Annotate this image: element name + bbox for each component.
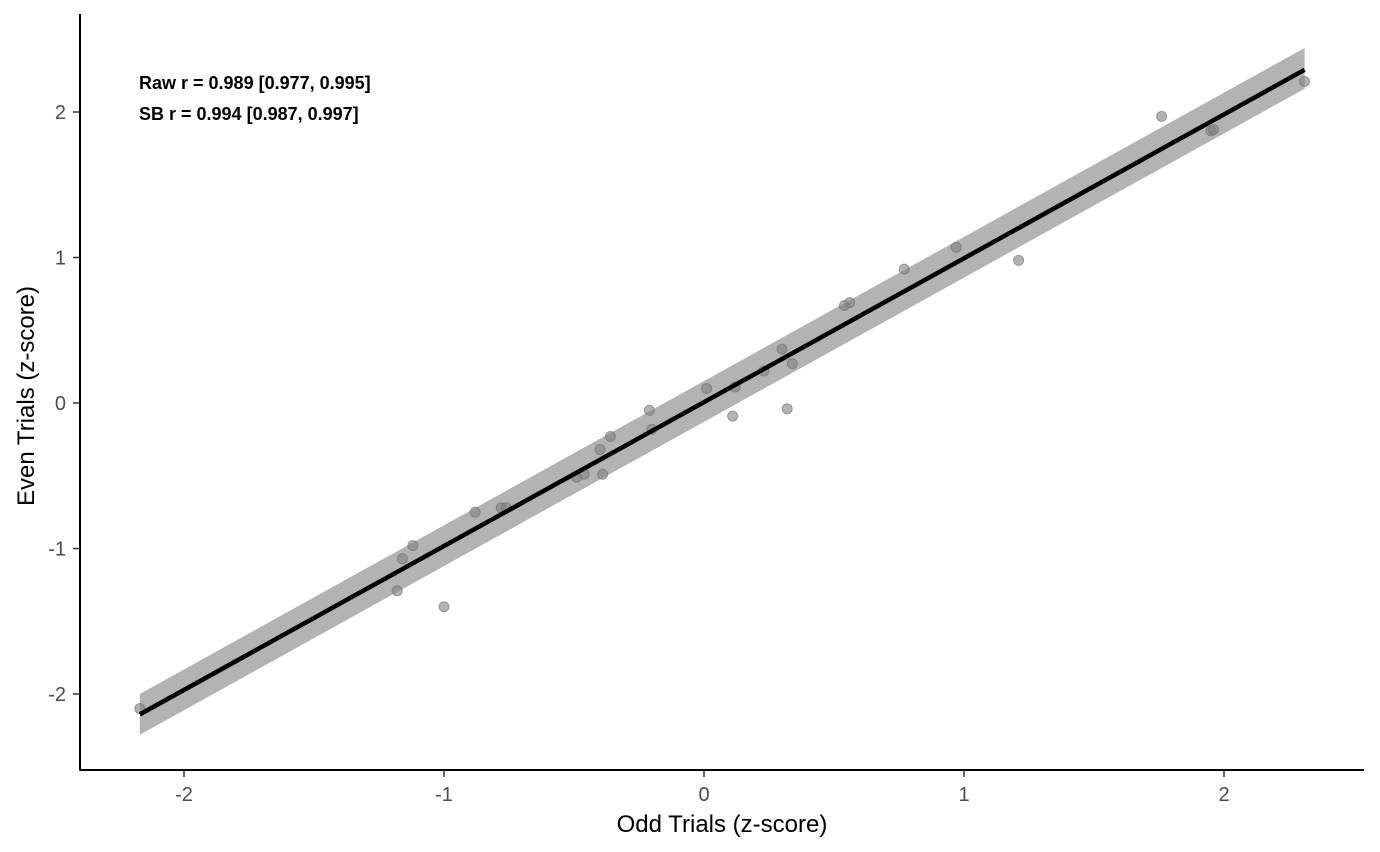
- data-point: [898, 263, 910, 275]
- y-tick-label: 1: [55, 248, 66, 270]
- data-point: [643, 404, 655, 416]
- y-tick-label: 0: [55, 393, 66, 415]
- x-tick-label: -2: [175, 784, 193, 806]
- y-tick-label: -2: [48, 684, 66, 706]
- data-point: [1013, 254, 1025, 266]
- regression-line: [138, 67, 1306, 717]
- data-point: [396, 553, 408, 565]
- x-tick-label: -1: [435, 784, 453, 806]
- annotation-sb-r: SB r = 0.994 [0.987, 0.997]: [139, 104, 359, 124]
- data-point: [844, 297, 856, 309]
- y-tick-label: 2: [55, 102, 66, 124]
- x-axis-title: Odd Trials (z-score): [617, 811, 828, 838]
- data-point: [469, 506, 481, 518]
- data-point: [727, 410, 739, 422]
- data-point: [438, 601, 450, 613]
- x-tick-label: 1: [958, 784, 969, 806]
- y-axis-title: Even Trials (z-score): [13, 286, 40, 506]
- data-point: [391, 585, 403, 597]
- data-point: [1156, 110, 1168, 122]
- data-point: [407, 540, 419, 552]
- y-tick-label: -1: [48, 539, 66, 561]
- annotation-raw-r: Raw r = 0.989 [0.977, 0.995]: [139, 73, 371, 93]
- axes-layer: [79, 14, 1364, 771]
- data-point: [604, 430, 616, 442]
- data-point: [1299, 75, 1311, 87]
- points-layer: [134, 75, 1311, 715]
- data-point: [701, 382, 713, 394]
- data-point: [786, 358, 798, 370]
- data-point: [950, 241, 962, 253]
- x-tick-label: 0: [698, 784, 709, 806]
- data-point: [594, 444, 606, 456]
- ticks-layer: -2 -1 0 1 2 -2 -1 0 1 2: [48, 102, 1229, 806]
- x-tick-label: 2: [1218, 784, 1229, 806]
- fit-line-layer: [138, 67, 1306, 717]
- data-point: [1208, 123, 1220, 135]
- data-point: [776, 343, 788, 355]
- data-point: [597, 468, 609, 480]
- data-point: [781, 403, 793, 415]
